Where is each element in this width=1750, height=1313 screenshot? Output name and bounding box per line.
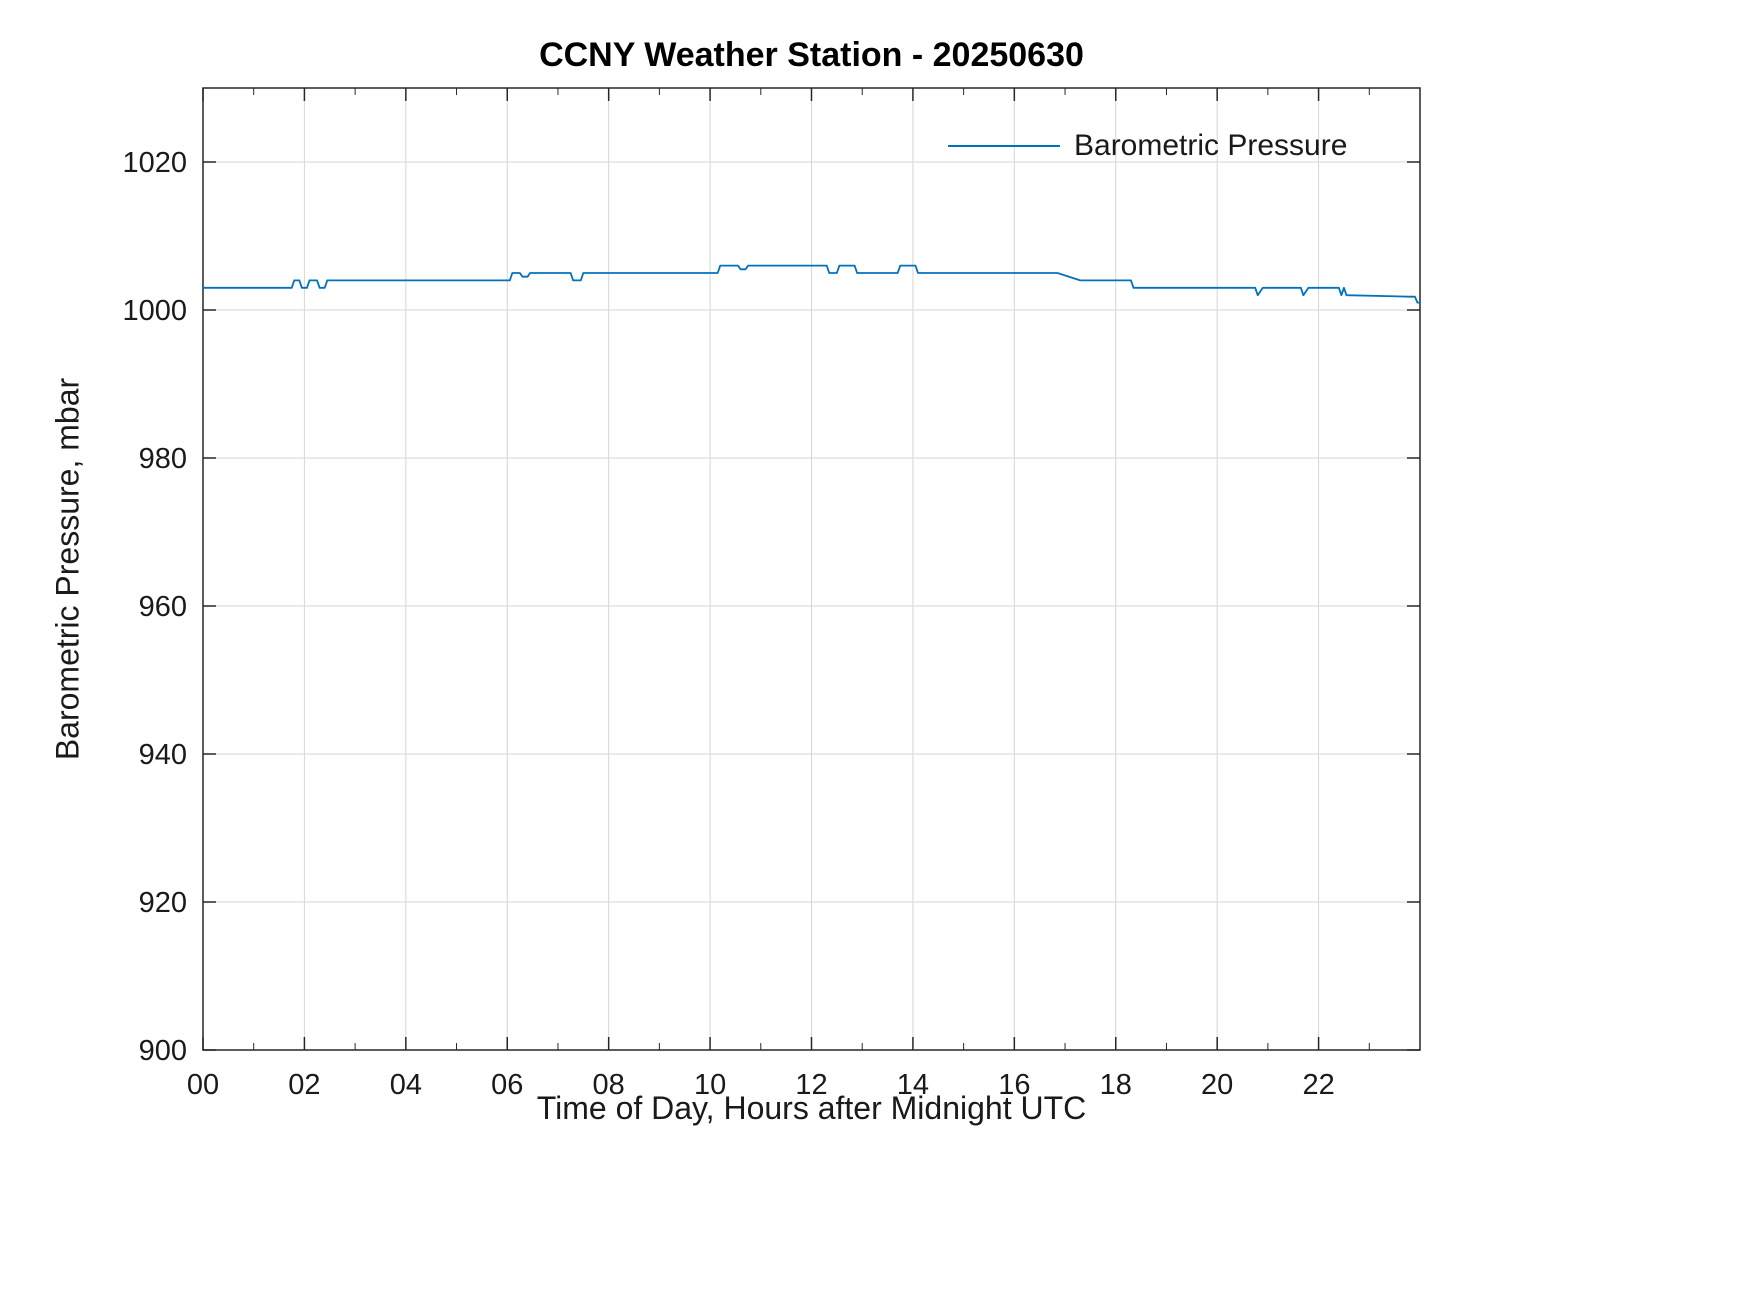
x-tick-label: 08	[593, 1069, 625, 1101]
x-axis-label: Time of Day, Hours after Midnight UTC	[536, 1090, 1087, 1126]
pressure-series-line	[202, 264, 1421, 304]
x-tick-label: 04	[390, 1069, 422, 1101]
y-tick-label: 1020	[122, 147, 187, 179]
y-tick-label: 940	[139, 739, 187, 771]
y-tick-label: 980	[139, 443, 187, 475]
x-tick-label: 06	[491, 1069, 523, 1101]
x-tick-label: 16	[998, 1069, 1030, 1101]
y-tick-label: 1000	[122, 295, 187, 327]
y-tick-label: 920	[139, 887, 187, 919]
x-tick-label: 20	[1201, 1069, 1233, 1101]
y-tick-label: 900	[139, 1035, 187, 1067]
chart-title: CCNY Weather Station - 20250630	[539, 36, 1084, 74]
x-tick-label: 10	[694, 1069, 726, 1101]
x-tick-label: 18	[1100, 1069, 1132, 1101]
x-tick-label: 22	[1302, 1069, 1334, 1101]
legend: Barometric Pressure	[948, 126, 1347, 166]
x-tick-label: 12	[795, 1069, 827, 1101]
legend-line-sample	[948, 145, 1060, 147]
x-tick-label: 00	[187, 1069, 219, 1101]
x-tick-label: 02	[288, 1069, 320, 1101]
x-tick-label: 14	[897, 1069, 929, 1101]
legend-entry-label: Barometric Pressure	[1074, 129, 1348, 162]
y-axis-label: Barometric Pressure, mbar	[49, 377, 86, 761]
y-tick-label: 960	[139, 591, 187, 623]
